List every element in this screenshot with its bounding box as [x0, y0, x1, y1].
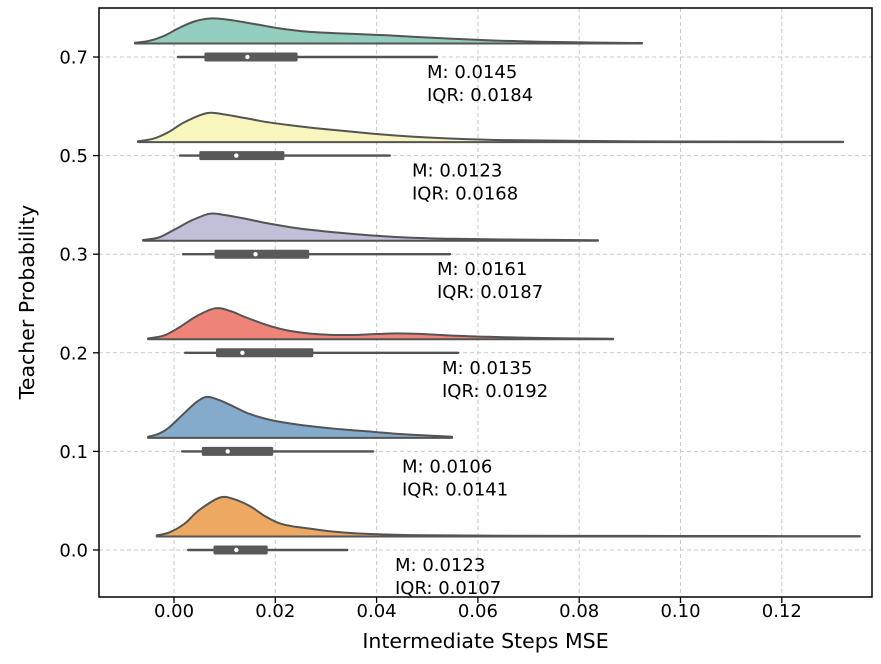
iqr-annotation: IQR: 0.0107 [395, 578, 501, 599]
median-annotation: M: 0.0106 [402, 456, 492, 477]
median-dot [245, 54, 250, 60]
density-curve [155, 495, 861, 538]
iqr-annotation: IQR: 0.0141 [402, 479, 508, 500]
median-annotation: M: 0.0123 [395, 555, 485, 576]
median-annotation: M: 0.0161 [437, 259, 527, 280]
x-tick-label: 0.06 [458, 601, 498, 622]
density-curve [142, 212, 599, 242]
x-tick-label: 0.02 [255, 601, 295, 622]
iqr-annotation: IQR: 0.0187 [437, 282, 543, 303]
iqr-annotation: IQR: 0.0192 [442, 381, 548, 402]
x-tick-label: 0.12 [762, 601, 802, 622]
y-axis-label: Teacher Probability [15, 204, 39, 400]
density-curve [147, 395, 454, 439]
y-tick-label: 0.7 [59, 48, 88, 69]
box-iqr [216, 348, 314, 358]
box-iqr [199, 151, 285, 161]
x-tick-label: 0.04 [357, 601, 397, 622]
y-tick-label: 0.1 [59, 442, 88, 463]
x-tick-label: 0.08 [559, 601, 599, 622]
iqr-annotation: IQR: 0.0184 [427, 85, 533, 106]
median-dot [253, 252, 258, 257]
box-iqr [201, 446, 274, 456]
y-tick-label: 0.3 [59, 245, 88, 266]
density-curve [137, 111, 845, 144]
box-iqr [204, 52, 298, 62]
median-dot [234, 153, 239, 158]
box-iqr [213, 545, 268, 555]
y-tick-label: 0.2 [59, 343, 88, 364]
median-dot [234, 547, 239, 553]
axes-frame [98, 7, 873, 598]
y-tick-label: 0.5 [59, 146, 88, 167]
density-curve [147, 307, 615, 341]
median-annotation: M: 0.0135 [442, 358, 532, 379]
box-iqr [214, 249, 310, 259]
x-tick-label: 0.10 [660, 601, 700, 622]
median-dot [225, 449, 230, 454]
x-tick-label: 0.00 [154, 601, 194, 622]
x-axis-label: Intermediate Steps MSE [362, 629, 609, 653]
y-tick-label: 0.0 [59, 541, 88, 562]
iqr-annotation: IQR: 0.0168 [412, 184, 518, 205]
density-curve [134, 17, 643, 45]
median-annotation: M: 0.0145 [427, 62, 517, 83]
median-annotation: M: 0.0123 [412, 161, 502, 182]
median-dot [240, 350, 245, 355]
